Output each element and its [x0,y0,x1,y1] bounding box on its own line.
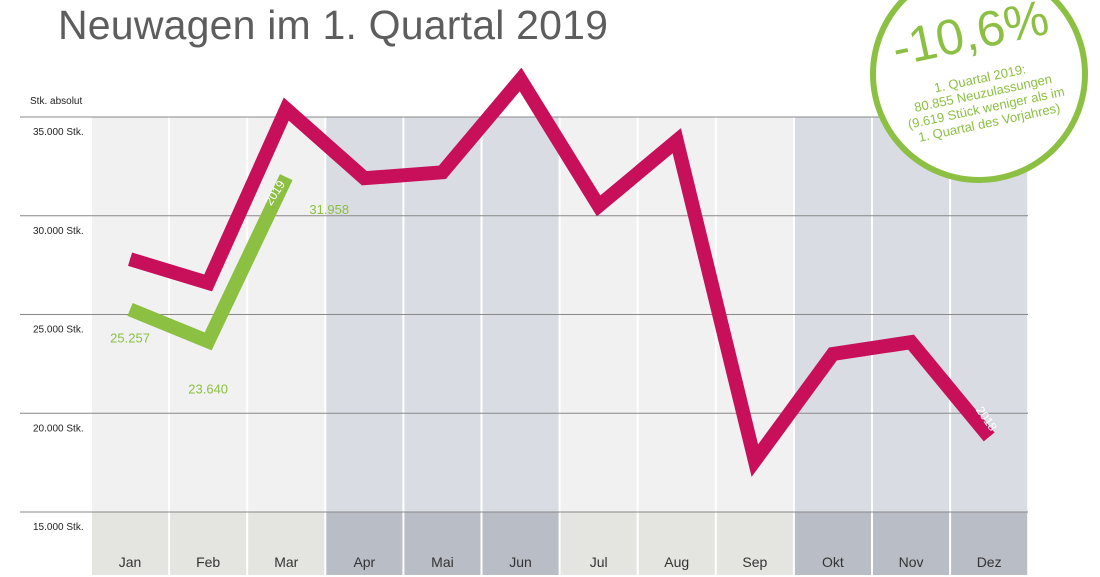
month-label: Mai [431,554,454,570]
month-label: Jan [119,554,142,570]
y-tick-label: 25.000 Stk. [33,325,84,336]
month-cell [873,512,950,575]
data-label: 25.257 [110,330,150,345]
y-tick-label: 35.000 Stk. [33,127,84,138]
month-label: Jun [509,554,532,570]
month-label: Jul [590,554,608,570]
month-label: Apr [353,554,375,570]
y-tick-label: 20.000 Stk. [33,423,84,434]
month-label: Dez [977,554,1002,570]
month-cell [560,512,637,575]
month-label: Nov [899,554,924,570]
data-label: 31.958 [309,202,349,217]
month-cell [794,512,871,575]
y-tick-label: 15.000 Stk. [33,522,84,533]
month-label: Feb [196,554,220,570]
data-label: 23.640 [188,381,228,396]
month-cell [716,512,793,575]
month-cell [326,512,403,575]
series-line-2018 [128,67,995,477]
month-label: Sep [742,554,767,570]
chart-title: Neuwagen im 1. Quartal 2019 [58,2,609,48]
month-cell [248,512,325,575]
summary-badge: -10,6% 1. Quartal 2019: 80.855 Neuzulass… [870,0,1088,183]
month-cell [170,512,247,575]
month-label: Aug [664,554,689,570]
month-cell [638,512,715,575]
y-axis-label: Stk. absolut [30,96,82,107]
month-label: Mar [274,554,298,570]
month-label: Okt [822,554,844,570]
y-tick-label: 30.000 Stk. [33,226,84,237]
month-cell [92,512,169,575]
month-cell [951,512,1028,575]
month-cell [482,512,559,575]
month-cell [404,512,481,575]
